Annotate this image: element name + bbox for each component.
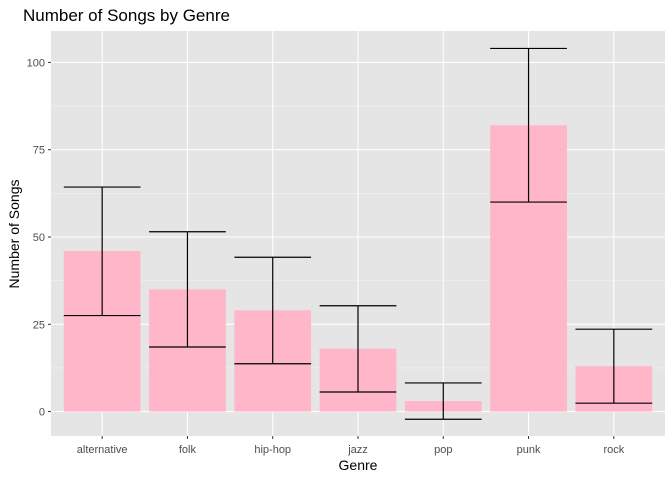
x-tick-label-folk: folk bbox=[179, 444, 197, 456]
y-axis-title: Number of Songs bbox=[6, 180, 22, 289]
error-bar-folk bbox=[149, 231, 226, 348]
y-tick-label: 75 bbox=[33, 145, 45, 157]
x-tick-label-hip-hop: hip-hop bbox=[254, 444, 291, 456]
x-tick-label-jazz: jazz bbox=[347, 444, 368, 456]
y-tick-label: 0 bbox=[39, 407, 45, 419]
error-bar-alternative bbox=[63, 186, 141, 317]
error-bar-punk bbox=[490, 47, 567, 203]
y-tick-label: 25 bbox=[33, 319, 45, 331]
x-tick-label-punk: punk bbox=[517, 444, 541, 456]
x-tick-label-alternative: alternative bbox=[77, 444, 128, 456]
error-bar-rock bbox=[575, 328, 653, 404]
y-tick-label: 50 bbox=[33, 232, 45, 244]
y-tick-label: 100 bbox=[27, 57, 45, 69]
x-axis-title: Genre bbox=[339, 457, 378, 473]
error-bar-pop bbox=[404, 382, 482, 420]
error-bar-jazz bbox=[319, 305, 397, 393]
chart-title: Number of Songs by Genre bbox=[23, 6, 230, 25]
x-tick-label-pop: pop bbox=[434, 444, 452, 456]
x-tick-label-rock: rock bbox=[603, 444, 624, 456]
error-bar-hip-hop bbox=[234, 256, 312, 365]
plot-layer: 0 25 50 75 100 alternative folk hip-hop jazz pop p… bbox=[27, 31, 665, 456]
